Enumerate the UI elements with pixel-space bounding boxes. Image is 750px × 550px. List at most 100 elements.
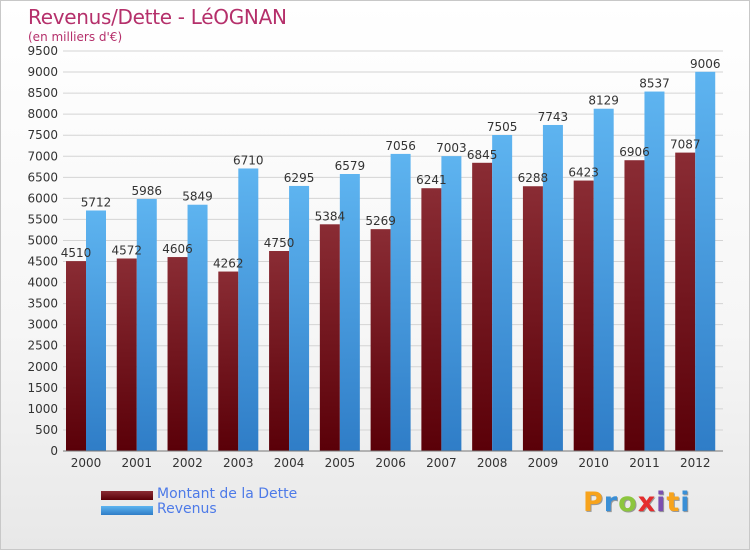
bar-dette-2006 bbox=[370, 229, 391, 451]
x-tick-label-2004: 2004 bbox=[274, 456, 305, 470]
bars bbox=[66, 71, 716, 452]
logo-letter: t bbox=[666, 487, 681, 518]
bar-revenus-2012 bbox=[695, 71, 716, 452]
data-label-revenus-2006: 7056 bbox=[385, 139, 416, 153]
x-tick-label-2010: 2010 bbox=[578, 456, 609, 470]
x-tick-label-2009: 2009 bbox=[528, 456, 559, 470]
x-axis-tick-labels: 2000 2001 2002 2003 2004 2005 2006 2007 2008 2009… bbox=[71, 456, 711, 470]
y-tick-label: 3000 bbox=[27, 318, 58, 332]
bar-dette-2008 bbox=[472, 162, 493, 451]
proxiti-logo: Proxiti bbox=[583, 487, 691, 518]
y-tick-label: 3500 bbox=[27, 297, 58, 311]
logo-letter: r bbox=[603, 487, 619, 518]
data-label-dette-2002: 4606 bbox=[162, 242, 193, 256]
x-tick-label-2001: 2001 bbox=[121, 456, 152, 470]
legend-label-revenus: Revenus bbox=[157, 501, 217, 517]
bar-revenus-2006 bbox=[390, 153, 411, 451]
data-label-revenus-2002: 5849 bbox=[182, 190, 213, 204]
data-label-dette-2001: 4572 bbox=[111, 243, 142, 257]
y-tick-label: 1500 bbox=[27, 381, 58, 395]
y-tick-label: 8500 bbox=[27, 86, 58, 100]
bar-dette-2004 bbox=[269, 251, 290, 451]
x-tick-label-2005: 2005 bbox=[325, 456, 356, 470]
data-label-dette-2012: 7087 bbox=[670, 138, 701, 152]
data-label-dette-2010: 6423 bbox=[568, 166, 599, 180]
bar-revenus-2005 bbox=[339, 173, 360, 451]
y-tick-label: 500 bbox=[35, 423, 58, 437]
data-label-dette-2008: 6845 bbox=[467, 148, 498, 162]
data-label-revenus-2000: 5712 bbox=[81, 195, 112, 209]
y-tick-label: 9500 bbox=[27, 44, 58, 58]
data-label-revenus-2003: 6710 bbox=[233, 153, 264, 167]
bar-revenus-2008 bbox=[492, 135, 513, 451]
bar-revenus-2010 bbox=[593, 108, 614, 451]
bar-revenus-2004 bbox=[289, 185, 310, 451]
y-tick-label: 8000 bbox=[27, 107, 58, 121]
bar-dette-2003 bbox=[218, 271, 239, 451]
x-tick-label-2011: 2011 bbox=[629, 456, 660, 470]
x-tick-label-2008: 2008 bbox=[477, 456, 508, 470]
logo-letter: o bbox=[618, 487, 638, 518]
y-tick-label: 1000 bbox=[27, 402, 58, 416]
y-tick-label: 6000 bbox=[27, 191, 58, 205]
y-tick-label: 7000 bbox=[27, 149, 58, 163]
bar-dette-2012 bbox=[675, 152, 696, 451]
x-tick-label-2007: 2007 bbox=[426, 456, 457, 470]
x-tick-label-2012: 2012 bbox=[680, 456, 711, 470]
legend-swatch-revenus bbox=[101, 506, 153, 515]
data-label-dette-2009: 6288 bbox=[518, 171, 549, 185]
logo-letter: x bbox=[637, 487, 657, 518]
data-label-revenus-2001: 5986 bbox=[131, 184, 162, 198]
x-tick-label-2003: 2003 bbox=[223, 456, 254, 470]
y-tick-label: 5000 bbox=[27, 233, 58, 247]
data-label-dette-2011: 6906 bbox=[619, 145, 650, 159]
bar-dette-2011 bbox=[624, 160, 645, 451]
y-tick-label: 0 bbox=[50, 444, 58, 458]
bar-revenus-2000 bbox=[86, 210, 106, 451]
chart-subtitle: (en milliers d'€) bbox=[28, 30, 123, 44]
data-labels: 4510 5712 4572 5986 4606 5849 4262 6710 4750 6295… bbox=[61, 57, 721, 271]
y-tick-label: 5500 bbox=[27, 212, 58, 226]
data-label-revenus-2009: 7743 bbox=[538, 110, 569, 124]
y-tick-label: 4500 bbox=[27, 255, 58, 269]
data-label-revenus-2011: 8537 bbox=[639, 77, 670, 91]
logo-letter: i bbox=[656, 487, 667, 518]
bar-revenus-2009 bbox=[542, 124, 563, 452]
data-label-revenus-2012: 9006 bbox=[690, 57, 721, 71]
logo-letter: P bbox=[583, 487, 604, 518]
y-tick-label: 4000 bbox=[27, 276, 58, 290]
bar-dette-2009 bbox=[522, 186, 543, 451]
bar-dette-2010 bbox=[573, 180, 594, 451]
data-label-revenus-2007: 7003 bbox=[436, 141, 467, 155]
data-label-revenus-2008: 7505 bbox=[487, 120, 518, 134]
y-tick-label: 7500 bbox=[27, 128, 58, 142]
bar-revenus-2003 bbox=[238, 168, 259, 451]
y-tick-label: 2500 bbox=[27, 339, 58, 353]
logo-letter: i bbox=[680, 487, 691, 518]
chart-title: Revenus/Dette - LéOGNAN bbox=[28, 5, 287, 29]
y-tick-label: 2000 bbox=[27, 360, 58, 374]
y-tick-label: 9000 bbox=[27, 65, 58, 79]
data-label-dette-2003: 4262 bbox=[213, 257, 244, 271]
bar-dette-2001 bbox=[116, 258, 137, 451]
data-label-dette-2004: 4750 bbox=[264, 236, 295, 250]
data-label-revenus-2005: 6579 bbox=[335, 159, 366, 173]
bar-dette-2005 bbox=[319, 224, 340, 451]
data-label-revenus-2010: 8129 bbox=[588, 94, 619, 108]
x-tick-label-2006: 2006 bbox=[375, 456, 406, 470]
legend-swatch-dette bbox=[101, 491, 153, 500]
legend-label-dette: Montant de la Dette bbox=[157, 486, 298, 502]
data-label-dette-2006: 5269 bbox=[365, 214, 396, 228]
bar-revenus-2011 bbox=[644, 91, 665, 452]
data-label-dette-2000: 4510 bbox=[61, 246, 92, 260]
y-tick-label: 6500 bbox=[27, 170, 58, 184]
bar-dette-2007 bbox=[421, 188, 442, 451]
bar-dette-2000 bbox=[66, 261, 86, 451]
data-label-dette-2007: 6241 bbox=[416, 173, 447, 187]
x-tick-label-2000: 2000 bbox=[71, 456, 102, 470]
data-label-dette-2005: 5384 bbox=[315, 209, 346, 223]
bar-revenus-2001 bbox=[136, 198, 157, 451]
y-axis-tick-labels: 0 500 1000 1500 2000 2500 3000 3500 4000 4500 5000… bbox=[27, 44, 58, 458]
